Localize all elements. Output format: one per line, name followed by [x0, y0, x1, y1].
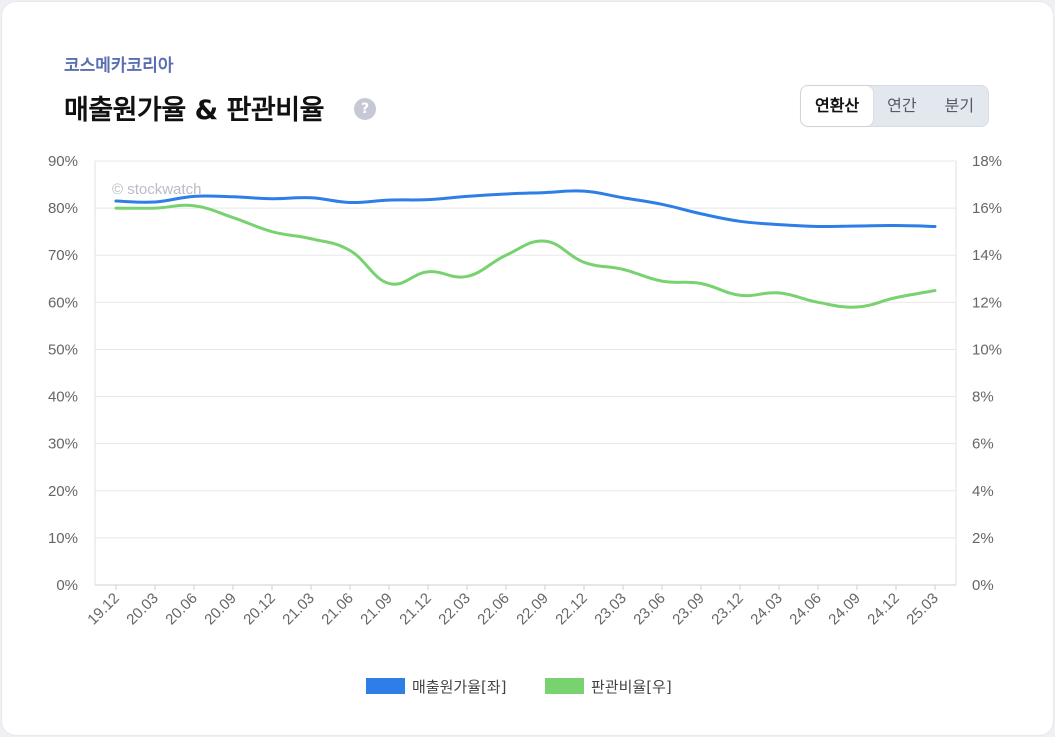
- x-tick-label: 24.09: [825, 590, 864, 629]
- x-tick-label: 22.06: [474, 590, 513, 629]
- watermark: © stockwatch: [112, 181, 201, 198]
- x-tick-label: 24.12: [864, 590, 903, 629]
- x-tick-label: 23.06: [630, 590, 669, 629]
- y-right-tick-label: 8%: [972, 389, 994, 406]
- y-left-tick-label: 80%: [48, 200, 78, 217]
- y-left-tick-label: 10%: [48, 530, 78, 547]
- y-right-tick-label: 14%: [972, 247, 1002, 264]
- toggle-quarterly[interactable]: 분기: [944, 96, 975, 115]
- x-tick-label: 25.03: [903, 590, 942, 629]
- x-tick-label: 20.03: [123, 590, 162, 629]
- x-tick-label: 22.03: [435, 590, 474, 629]
- x-tick-label: 21.03: [279, 590, 318, 629]
- x-tick-label: 23.03: [591, 590, 630, 629]
- x-tick-label: 23.12: [708, 590, 747, 629]
- y-right-tick-label: 16%: [972, 200, 1002, 217]
- y-right-tick-label: 10%: [972, 341, 1002, 358]
- y-right-tick-label: 0%: [972, 577, 994, 594]
- y-left-tick-label: 40%: [48, 389, 78, 406]
- y-left-tick-label: 50%: [48, 341, 78, 358]
- y-right-tick-label: 12%: [972, 294, 1002, 311]
- y-right-tick-label: 2%: [972, 530, 994, 547]
- y-right-tick-label: 4%: [972, 483, 994, 500]
- chart-title: 매출원가율 & 판관비율: [64, 95, 324, 126]
- y-left-tick-label: 60%: [48, 294, 78, 311]
- series-line-cogs-ratio[interactable]: [114, 189, 937, 229]
- company-name[interactable]: 코스메카코리아: [64, 56, 174, 76]
- legend-swatch: [545, 678, 584, 694]
- toggle-annual[interactable]: 연간: [887, 96, 917, 115]
- toggle-annualized[interactable]: 연환산: [801, 86, 874, 126]
- legend-item-sga-ratio[interactable]: 판관비율[우]: [545, 678, 672, 696]
- period-toggle: 연환산 연간 분기: [800, 85, 990, 127]
- y-left-tick-label: 70%: [48, 247, 78, 264]
- x-tick-label: 20.09: [201, 590, 240, 629]
- legend-swatch: [366, 678, 405, 694]
- y-left-tick-label: 30%: [48, 436, 78, 453]
- help-icon[interactable]: ?: [354, 98, 376, 120]
- x-tick-label: 21.12: [396, 590, 435, 629]
- x-tick-label: 21.06: [318, 590, 357, 629]
- legend: 매출원가율[좌] 판관비율[우]: [366, 678, 672, 696]
- x-tick-label: 20.12: [240, 590, 279, 629]
- x-tick-label: 22.09: [513, 590, 552, 629]
- x-tick-label: 24.03: [747, 590, 786, 629]
- series-line-sga-ratio[interactable]: [114, 203, 937, 309]
- x-tick-label: 23.09: [669, 590, 708, 629]
- y-left-tick-label: 90%: [48, 153, 78, 170]
- x-tick-label: 24.06: [786, 590, 825, 629]
- legend-label: 매출원가율[좌]: [412, 678, 507, 696]
- legend-item-cogs-ratio[interactable]: 매출원가율[좌]: [366, 678, 507, 696]
- x-tick-label: 22.12: [552, 590, 591, 629]
- y-right-tick-label: 18%: [972, 153, 1002, 170]
- y-left-tick-label: 0%: [56, 577, 78, 594]
- y-right-tick-label: 6%: [972, 436, 994, 453]
- x-tick-label: 20.06: [162, 590, 201, 629]
- legend-label: 판관비율[우]: [591, 678, 672, 696]
- y-left-tick-label: 20%: [48, 483, 78, 500]
- x-tick-label: 21.09: [357, 590, 396, 629]
- x-tick-label: 19.12: [84, 590, 123, 629]
